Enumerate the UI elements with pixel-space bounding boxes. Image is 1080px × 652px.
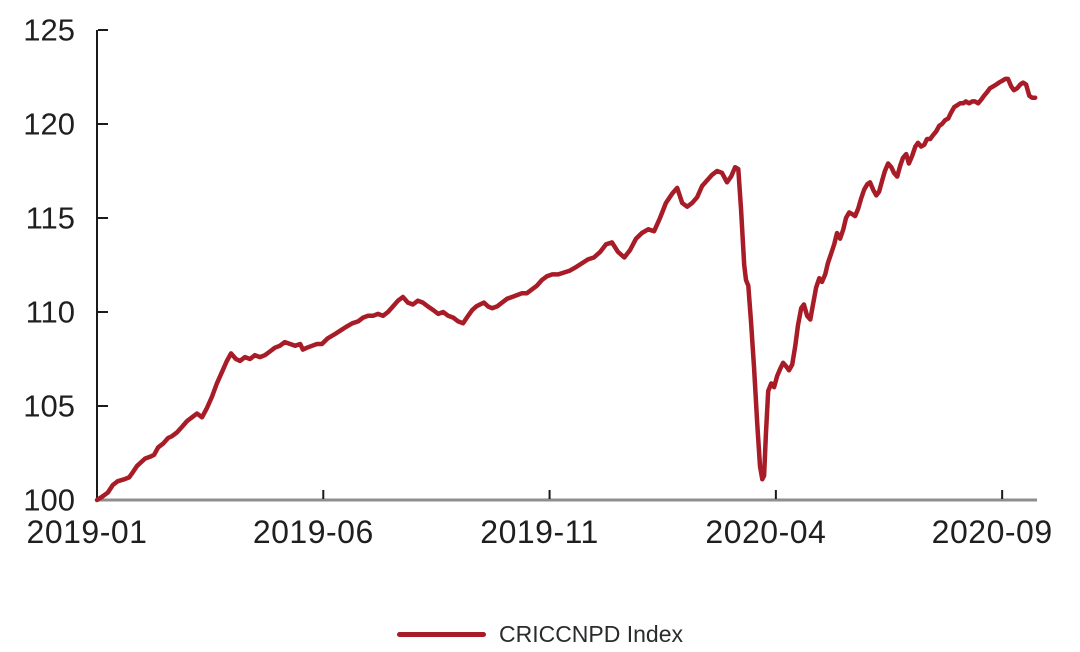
y-tick-label: 110 xyxy=(26,295,75,330)
y-tick-label: 100 xyxy=(23,483,75,518)
y-tick-label: 125 xyxy=(23,13,75,48)
legend-label: CRICCNPD Index xyxy=(498,620,684,647)
y-tick-label: 115 xyxy=(26,201,75,236)
series-line xyxy=(94,76,1038,503)
legend-line-swatch xyxy=(396,631,486,637)
y-tick-label: 105 xyxy=(23,389,75,424)
x-tick-label: 2020-09 xyxy=(932,514,1053,550)
legend: CRICCNPD Index xyxy=(0,618,1080,650)
y-tick-label: 120 xyxy=(23,107,75,142)
x-tick-label: 2020-04 xyxy=(705,514,826,550)
x-tick-label: 2019-06 xyxy=(253,514,374,550)
x-tick-label: 2019-11 xyxy=(480,514,599,550)
x-tick-label: 2019-01 xyxy=(27,514,148,550)
